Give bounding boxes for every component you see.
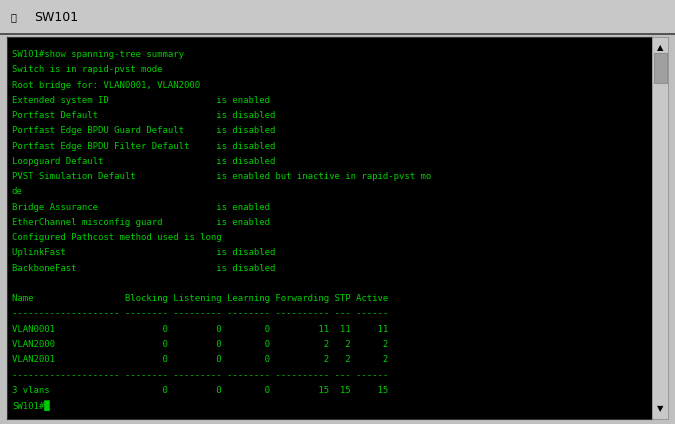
- Text: Portfast Default                      is disabled: Portfast Default is disabled: [12, 111, 275, 120]
- Text: SW101#█: SW101#█: [12, 400, 49, 411]
- FancyBboxPatch shape: [653, 53, 667, 83]
- Text: EtherChannel misconfig guard          is enabled: EtherChannel misconfig guard is enabled: [12, 218, 270, 227]
- Text: Portfast Edge BPDU Guard Default      is disabled: Portfast Edge BPDU Guard Default is disa…: [12, 126, 275, 135]
- Text: SW101: SW101: [34, 11, 78, 24]
- Text: VLAN2000                    0         0        0          2   2      2: VLAN2000 0 0 0 2 2 2: [12, 340, 388, 349]
- Text: BackboneFast                          is disabled: BackboneFast is disabled: [12, 264, 275, 273]
- Text: VLAN2001                    0         0        0          2   2      2: VLAN2001 0 0 0 2 2 2: [12, 355, 388, 364]
- Text: Extended system ID                    is enabled: Extended system ID is enabled: [12, 96, 270, 105]
- Text: Configured Pathcost method used is long: Configured Pathcost method used is long: [12, 233, 221, 242]
- Text: Portfast Edge BPDU Filter Default     is disabled: Portfast Edge BPDU Filter Default is dis…: [12, 142, 275, 151]
- Text: Loopguard Default                     is disabled: Loopguard Default is disabled: [12, 157, 275, 166]
- Text: 🖥: 🖥: [10, 12, 16, 22]
- Text: Name                 Blocking Listening Learning Forwarding STP Active: Name Blocking Listening Learning Forward…: [12, 294, 388, 303]
- Text: —: —: [585, 14, 596, 24]
- Text: de: de: [12, 187, 23, 196]
- Text: PVST Simulation Default               is enabled but inactive in rapid-pvst mo: PVST Simulation Default is enabled but i…: [12, 172, 431, 181]
- Text: 3 vlans                     0         0        0         15  15     15: 3 vlans 0 0 0 15 15 15: [12, 386, 388, 395]
- Text: VLAN0001                    0         0        0         11  11     11: VLAN0001 0 0 0 11 11 11: [12, 325, 388, 334]
- Text: Switch is in rapid-pvst mode: Switch is in rapid-pvst mode: [12, 65, 163, 74]
- Text: -------------------- -------- --------- -------- ---------- --- ------: -------------------- -------- --------- …: [12, 371, 388, 379]
- Text: -------------------- -------- --------- -------- ---------- --- ------: -------------------- -------- --------- …: [12, 310, 388, 318]
- Text: Bridge Assurance                      is enabled: Bridge Assurance is enabled: [12, 203, 270, 212]
- Text: UplinkFast                            is disabled: UplinkFast is disabled: [12, 248, 275, 257]
- Text: X: X: [654, 12, 662, 22]
- Text: ▼: ▼: [657, 404, 664, 413]
- Text: SW101#show spanning-tree summary: SW101#show spanning-tree summary: [12, 50, 184, 59]
- Text: Root bridge for: VLAN0001, VLAN2000: Root bridge for: VLAN0001, VLAN2000: [12, 81, 200, 89]
- Text: □: □: [619, 12, 630, 22]
- Text: ▲: ▲: [657, 43, 664, 52]
